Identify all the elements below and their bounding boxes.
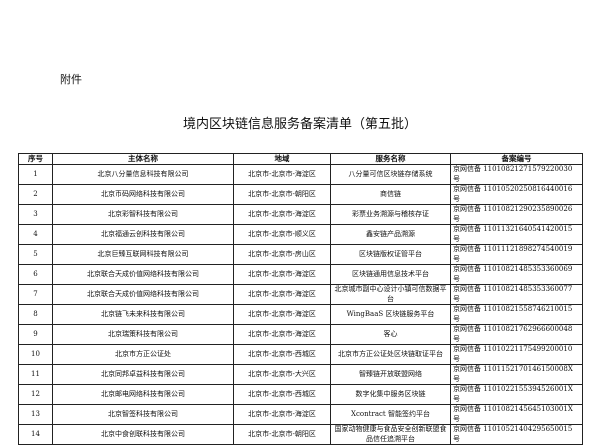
table-cell: 9 [18, 324, 53, 345]
table-cell: 4 [18, 224, 53, 245]
table-row: 11 北京同邦卓益科技有限公司 北京市-北京市-大兴区 智臻链开放联盟网络 京网信备 1… [18, 364, 583, 385]
table-row: 7 北京联合天成价值网络科技有限公司 北京市-北京市-海淀区 北京城市副中心设计小镇可… [18, 284, 583, 305]
attachment-label: 附件 [60, 73, 82, 86]
table-cell: 京网信备 11010821762966600048 号 [450, 324, 583, 345]
table-cell: 北京中食创联科技有限公司 [52, 424, 234, 445]
table-cell: 北京市-北京市-海淀区 [233, 164, 331, 185]
table-cell: 14 [18, 424, 53, 445]
table-cell: 13 [18, 404, 53, 425]
table-row: 5 北京巨臻互联网科技有限公司 北京市-北京市-房山区 区块链版权证管平台 京网信备 1… [18, 244, 583, 265]
table-cell: 商信链 [330, 184, 451, 205]
table-cell: 北京八分量信息科技有限公司 [52, 164, 234, 185]
table-cell: 京网信备 11011121898274540019 号 [450, 244, 583, 265]
table-cell: 京网信备 1101022155394526001X 号 [450, 384, 583, 405]
table-row: 1 北京八分量信息科技有限公司 北京市-北京市-海淀区 八分量可信区块链存储系统 京网信… [18, 164, 583, 185]
table-cell: 北京彩智科技有限公司 [52, 204, 234, 225]
table-cell: 北京市方正公证处区块链取证平台 [330, 344, 451, 365]
table-cell: 11 [18, 364, 53, 385]
table-cell: 数字化集中服务区块链 [330, 384, 451, 405]
table-cell: 北京巨臻互联网科技有限公司 [52, 244, 234, 265]
table-cell: 3 [18, 204, 53, 225]
table-cell: 北京智签科技有限公司 [52, 404, 234, 425]
table-cell: 1 [18, 164, 53, 185]
table-cell: 北京市-北京市-海淀区 [233, 204, 331, 225]
column-header: 备案编号 [450, 153, 583, 165]
table-row: 8 北京链飞未来科技有限公司 北京市-北京市-海淀区 WingBaaS 区块链服务平台… [18, 304, 583, 325]
table-cell: 北京同邦卓益科技有限公司 [52, 364, 234, 385]
table-cell: 7 [18, 284, 53, 305]
table-cell: 北京市-北京市-海淀区 [233, 324, 331, 345]
table-cell: 10 [18, 344, 53, 365]
table-row: 13 北京智签科技有限公司 北京市-北京市-海淀区 Xcontract 智能签约平台京… [18, 404, 583, 425]
table-cell: 京网信备 11010821485353360069 号 [450, 264, 583, 285]
table-cell: 北京市-北京市-海淀区 [233, 284, 331, 305]
table-cell: 5 [18, 244, 53, 265]
column-header: 序号 [18, 153, 53, 165]
table-cell: 京网信备 11010821271579220030 号 [450, 164, 583, 185]
filing-table: 序号 主体名称 地域 服务名称 备案编号 1 北京八分量信息科技有限公司 北京市-北京市-海… [18, 153, 583, 445]
table-cell: 京网信备 11010821558746210015 号 [450, 304, 583, 325]
table-row: 4 北京福通云创科技有限公司 北京市-北京市-顺义区 鑫安链产品溯源 京网信备 1101… [18, 224, 583, 245]
table-cell: Xcontract 智能签约平台 [330, 404, 451, 425]
table-cell: 北京联合天成价值网络科技有限公司 [52, 264, 234, 285]
table-cell: 京网信备 11010520250816440016 号 [450, 184, 583, 205]
table-cell: 客心 [330, 324, 451, 345]
column-header: 主体名称 [52, 153, 234, 165]
table-cell: 京网信备 11010521404295650015 号 [450, 424, 583, 445]
table-cell: 北京市-北京市-海淀区 [233, 264, 331, 285]
table-cell: 北京市-北京市-朝阳区 [233, 424, 331, 445]
table-cell: 京网信备 1101152170146150008X 号 [450, 364, 583, 385]
table-cell: 北京邮电网络科技有限公司 [52, 384, 234, 405]
table-cell: 京网信备 11010221175499200010 号 [450, 344, 583, 365]
table-cell: 北京币码网络科技有限公司 [52, 184, 234, 205]
table-cell: 8 [18, 304, 53, 325]
table-cell: 北京市-北京市-西城区 [233, 344, 331, 365]
table-cell: 6 [18, 264, 53, 285]
table-cell: 八分量可信区块链存储系统 [330, 164, 451, 185]
table-row: 10 北京市方正公证处 北京市-北京市-西城区 北京市方正公证处区块链取证平台 京网信备… [18, 344, 583, 365]
table-cell: 国家动物健康与食品安全创新联盟食品信任追溯平台 [330, 424, 451, 445]
table-cell: 彩票业务溯源与稽核存证 [330, 204, 451, 225]
table-row: 3 北京彩智科技有限公司 北京市-北京市-海淀区 彩票业务溯源与稽核存证 京网信备 11… [18, 204, 583, 225]
table-cell: 北京市-北京市-海淀区 [233, 404, 331, 425]
table-cell: 区块链通用信息技术平台 [330, 264, 451, 285]
table-row: 6 北京联合天成价值网络科技有限公司 北京市-北京市-海淀区 区块链通用信息技术平台京… [18, 264, 583, 285]
column-header: 地域 [233, 153, 331, 165]
table-cell: 北京联合天成价值网络科技有限公司 [52, 284, 234, 305]
table-cell: 北京市-北京市-西城区 [233, 384, 331, 405]
table-cell: 北京市-北京市-大兴区 [233, 364, 331, 385]
document-title: 境内区块链信息服务备案清单（第五批） [182, 117, 417, 132]
table-cell: 智臻链开放联盟网络 [330, 364, 451, 385]
table-cell: 12 [18, 384, 53, 405]
table-cell: 鑫安链产品溯源 [330, 224, 451, 245]
table-cell: 京网信备 11011321640541420015 号 [450, 224, 583, 245]
table-cell: 区块链版权证管平台 [330, 244, 451, 265]
header-row: 序号 主体名称 地域 服务名称 备案编号 [18, 153, 583, 165]
table-cell: 京网信备 1101082145645103001X 号 [450, 404, 583, 425]
table-cell: WingBaaS 区块链服务平台 [330, 304, 451, 325]
table-row: 14 北京中食创联科技有限公司 北京市-北京市-朝阳区 国家动物健康与食品安全创新联盟… [18, 424, 583, 445]
table-row: 12 北京邮电网络科技有限公司 北京市-北京市-西城区 数字化集中服务区块链 京网信备 … [18, 384, 583, 405]
table-cell: 北京城市副中心设计小镇可信数据平台 [330, 284, 451, 305]
table-row: 9 北京瑞策科技有限公司 北京市-北京市-海淀区 客心 京网信备 11010821762… [18, 324, 583, 345]
column-header: 服务名称 [330, 153, 451, 165]
table-cell: 北京福通云创科技有限公司 [52, 224, 234, 245]
table-row: 2 北京币码网络科技有限公司 北京市-北京市-朝阳区 商信链 京网信备 11010520… [18, 184, 583, 205]
table-cell: 北京链飞未来科技有限公司 [52, 304, 234, 325]
page: 附件 境内区块链信息服务备案清单（第五批） 序号 主体名称 地域 服务名称 备案编号 1… [18, 73, 583, 445]
table-cell: 北京市方正公证处 [52, 344, 234, 365]
table-cell: 京网信备 11010821290235890026 号 [450, 204, 583, 225]
table-cell: 京网信备 11010821485353360077 号 [450, 284, 583, 305]
table-cell: 北京市-北京市-朝阳区 [233, 184, 331, 205]
table-cell: 北京市-北京市-海淀区 [233, 304, 331, 325]
table-body: 1 北京八分量信息科技有限公司 北京市-北京市-海淀区 八分量可信区块链存储系统 京网信… [18, 164, 583, 445]
table-cell: 2 [18, 184, 53, 205]
table-cell: 北京瑞策科技有限公司 [52, 324, 234, 345]
table-cell: 北京市-北京市-顺义区 [233, 224, 331, 245]
table-cell: 北京市-北京市-房山区 [233, 244, 331, 265]
